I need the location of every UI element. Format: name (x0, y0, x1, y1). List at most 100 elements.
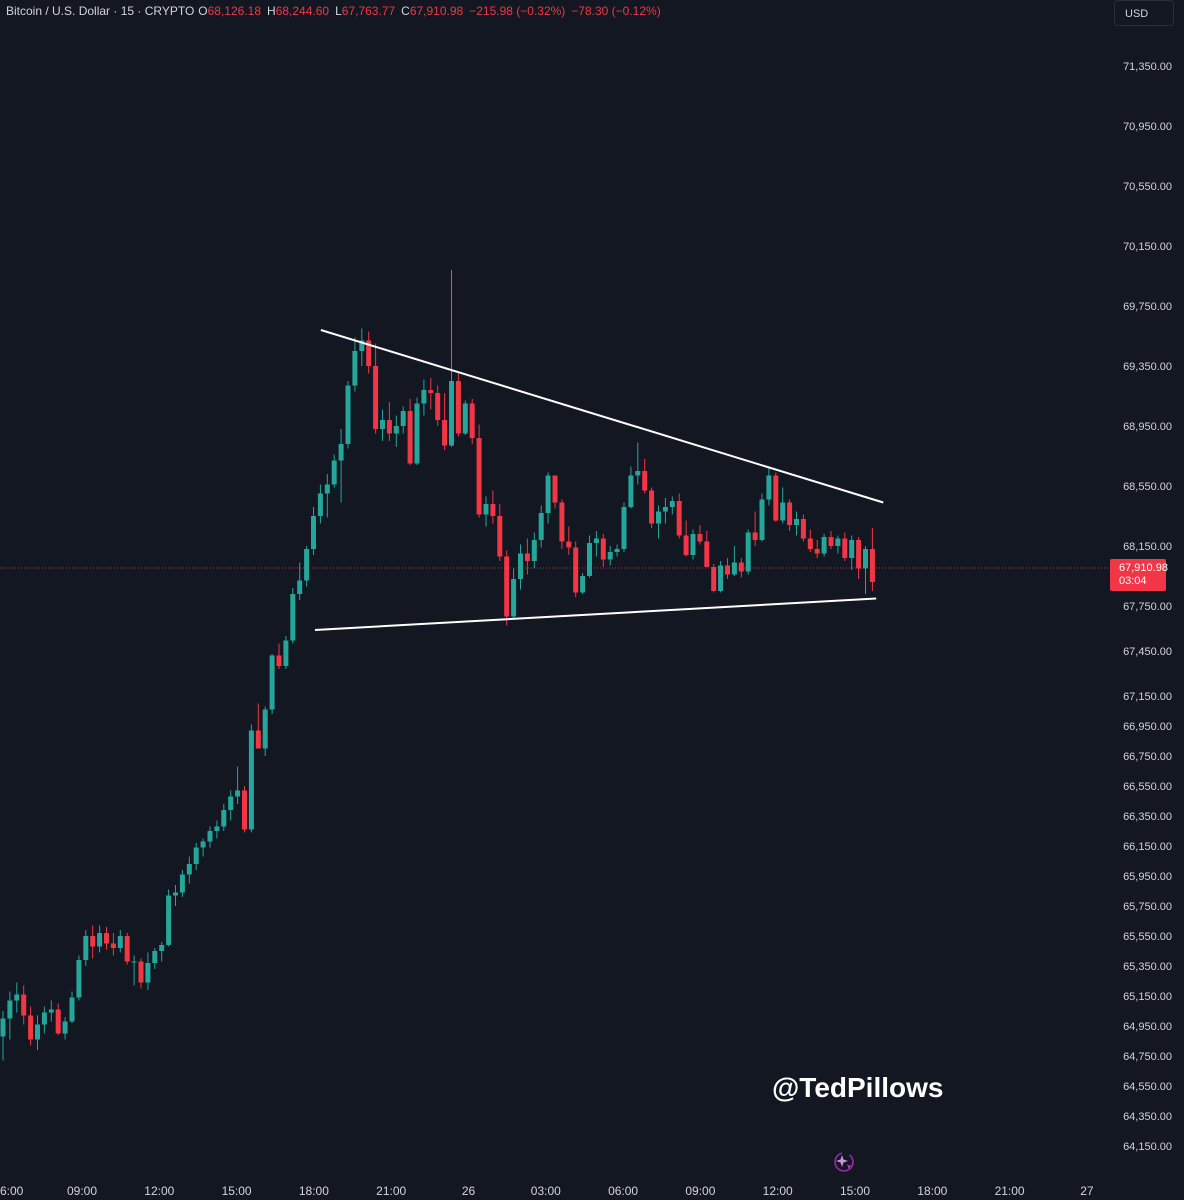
candle (0, 1011, 6, 1061)
candle (573, 541, 579, 597)
candle (193, 843, 199, 870)
time-tick-label: 21:00 (376, 1184, 406, 1198)
candle-body (110, 943, 116, 948)
candle-body (766, 475, 772, 500)
candle-body (856, 540, 862, 569)
candle-body (428, 390, 434, 393)
candle-body (380, 420, 385, 429)
candle-body (538, 513, 544, 540)
candle (676, 493, 682, 539)
candle-body (48, 1009, 54, 1013)
candle (787, 499, 793, 531)
candle-body (242, 790, 247, 830)
price-tick-label: 66,350.00 (1123, 811, 1172, 823)
candle (483, 496, 489, 527)
price-tick-label: 65,350.00 (1123, 961, 1172, 973)
sparkle-icon[interactable] (830, 1150, 858, 1174)
time-tick-label: 15:00 (222, 1184, 252, 1198)
candle (628, 466, 634, 509)
candle-body (117, 936, 123, 948)
candle (152, 948, 158, 969)
candle-body (152, 951, 158, 963)
candle (794, 511, 799, 536)
candle-body (559, 502, 565, 542)
change-value: −215.98 (−0.32%) (469, 4, 566, 18)
candle (255, 703, 261, 749)
candle-body (704, 541, 710, 567)
candle (531, 532, 537, 569)
candle (621, 502, 627, 552)
candle-body (283, 640, 289, 666)
price-tick-label: 66,550.00 (1123, 781, 1172, 793)
candle (117, 930, 123, 953)
candle-body (435, 393, 441, 420)
candle (559, 499, 565, 549)
candle (262, 706, 268, 756)
candle (614, 544, 620, 557)
candle-body (552, 475, 558, 503)
candle-body (83, 936, 89, 960)
candle (800, 514, 806, 542)
price-tick-label: 68,950.00 (1123, 421, 1172, 433)
candle (297, 562, 303, 600)
candle-body (580, 576, 586, 593)
candle (545, 472, 551, 524)
candle-body (745, 532, 751, 572)
candle (718, 561, 724, 593)
candle-body (90, 936, 96, 947)
trendline-upper[interactable] (320, 329, 884, 504)
candle-body (697, 534, 703, 542)
price-tick-label: 67,750.00 (1123, 601, 1172, 613)
candle (414, 397, 420, 465)
candle-body (7, 1000, 13, 1019)
candle (738, 558, 744, 578)
candle (863, 546, 868, 594)
trendline-lower[interactable] (314, 597, 877, 631)
candle (324, 474, 330, 518)
candle-body (462, 403, 468, 434)
candle-body (131, 961, 137, 963)
symbol-title[interactable]: Bitcoin / U.S. Dollar · 15 · CRYPTO (6, 4, 195, 18)
candle-body (614, 549, 620, 552)
candle-body (662, 507, 668, 512)
candle (649, 487, 655, 528)
candle (200, 838, 206, 857)
time-axis[interactable]: 6:00 09:00 12:00 15:00 18:00 21:00 26 03:00 06:0… (0, 1184, 1094, 1198)
candle (366, 331, 372, 374)
candle (807, 529, 813, 552)
candle-body (593, 538, 599, 543)
candle (338, 429, 344, 503)
candle-body (400, 411, 406, 426)
candle (228, 790, 234, 821)
candle (711, 564, 717, 593)
candle-body (324, 484, 330, 494)
watermark: @TedPillows (772, 1072, 944, 1103)
price-tick-label: 68,150.00 (1123, 541, 1172, 553)
candle-body (504, 556, 510, 617)
open-label: O (198, 4, 208, 18)
candle-body (711, 567, 717, 591)
time-tick-label: 09:00 (685, 1184, 715, 1198)
currency-button[interactable]: USD (1114, 0, 1174, 26)
candle (145, 952, 151, 990)
candle-body (338, 444, 344, 461)
candle (745, 529, 751, 575)
time-tick-label: 26 (462, 1184, 476, 1198)
candle (62, 1017, 68, 1040)
candle-body (352, 351, 358, 386)
candle-body (421, 390, 427, 404)
candle (352, 337, 358, 392)
candle-body (331, 460, 337, 485)
candle (566, 526, 572, 555)
trendlines-layer[interactable] (314, 329, 884, 631)
candle (704, 531, 710, 567)
candle (69, 991, 75, 1023)
candle-body (649, 490, 655, 524)
candle (828, 531, 834, 549)
candle (435, 385, 441, 426)
candle-body (14, 994, 20, 1001)
candle-body (138, 961, 144, 983)
candle (276, 643, 282, 669)
price-axis[interactable]: 71,350.00 70,950.00 70,550.00 70,150.00 69,7… (1123, 61, 1172, 1153)
